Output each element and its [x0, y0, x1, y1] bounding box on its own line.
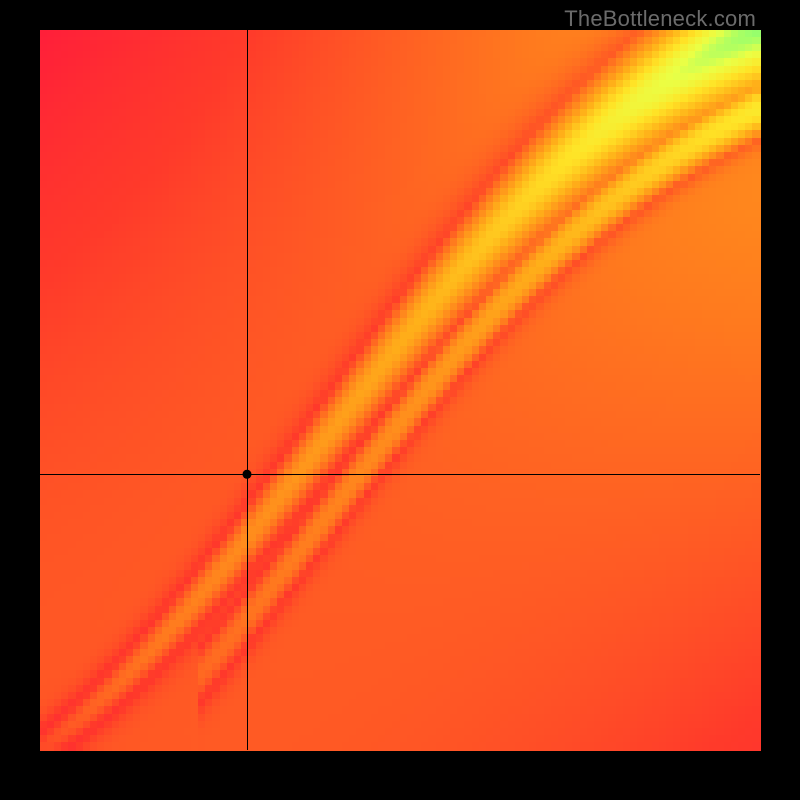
chart-container: TheBottleneck.com — [0, 0, 800, 800]
watermark-text: TheBottleneck.com — [564, 6, 756, 32]
crosshair-overlay — [0, 0, 800, 800]
